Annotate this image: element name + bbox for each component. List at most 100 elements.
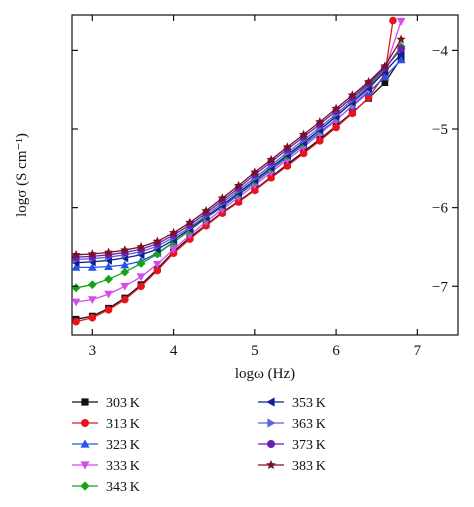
data-point <box>347 90 358 100</box>
data-point <box>380 61 390 71</box>
legend-label: 383 K <box>292 459 326 474</box>
data-point <box>87 296 97 305</box>
y-tick-label: −6 <box>432 201 448 217</box>
data-point <box>120 267 130 277</box>
x-tick-label: 7 <box>414 343 422 359</box>
series-313k <box>72 16 397 326</box>
legend-marker <box>80 481 90 491</box>
series-373k <box>72 45 405 261</box>
data-point <box>332 123 340 132</box>
series-323k <box>71 55 406 271</box>
legend-label: 323 K <box>106 438 140 453</box>
legend-item: 373 K <box>258 438 326 453</box>
legend-item: 363 K <box>258 417 326 432</box>
legend-label: 343 K <box>106 480 140 495</box>
x-tick-label: 6 <box>332 343 340 359</box>
legend-marker <box>267 418 276 428</box>
data-point <box>152 249 162 259</box>
legend-marker <box>80 439 90 448</box>
y-tick-label: −4 <box>432 43 448 59</box>
series-353k <box>71 49 405 268</box>
series-333k <box>71 17 406 307</box>
series-line <box>76 53 402 264</box>
data-point <box>87 249 97 258</box>
series-line <box>76 48 402 261</box>
series-line <box>76 39 402 256</box>
data-point <box>201 205 211 215</box>
data-point <box>71 249 81 259</box>
series-line <box>76 48 402 258</box>
legend-item: 383 K <box>258 459 326 474</box>
data-point <box>282 142 293 152</box>
legend-label: 303 K <box>106 396 140 411</box>
x-tick-label: 5 <box>251 343 259 359</box>
data-point <box>234 198 243 206</box>
data-point <box>71 283 81 293</box>
legend: 303 K 313 K 323 K 333 K 343 K 353 K 363 K 373 K… <box>72 396 326 495</box>
data-point <box>120 282 130 291</box>
y-axis-title: logσ (S cm⁻¹) <box>14 133 30 217</box>
data-point <box>396 17 406 26</box>
data-point <box>389 16 397 25</box>
legend-marker <box>81 419 89 427</box>
data-point <box>251 186 259 195</box>
legend-marker <box>80 461 90 470</box>
data-point <box>266 154 276 164</box>
data-point <box>168 227 179 237</box>
data-point <box>136 273 146 282</box>
series-383k <box>71 34 406 259</box>
data-point <box>120 245 130 255</box>
axes: 3 4 5 6 7 −7 −6 −5 −4 <box>72 15 458 359</box>
legend-label: 313 K <box>106 417 140 432</box>
data-point <box>71 262 81 271</box>
legend-item: 333 K <box>72 459 140 474</box>
data-point <box>87 262 97 271</box>
data-point <box>169 245 178 254</box>
data-point <box>348 109 357 118</box>
data-point <box>364 93 373 102</box>
data-point <box>185 231 195 240</box>
data-point <box>298 129 309 139</box>
data-point <box>152 260 162 269</box>
legend-label: 333 K <box>106 459 140 474</box>
data-point <box>87 280 97 290</box>
data-point <box>137 282 145 291</box>
data-point <box>103 247 114 257</box>
series-group <box>71 16 406 326</box>
data-point <box>71 298 81 307</box>
legend-marker <box>267 440 275 448</box>
data-point <box>315 117 325 126</box>
plot-area <box>71 14 459 336</box>
data-point <box>396 34 406 44</box>
data-point <box>250 167 260 177</box>
data-point <box>331 103 341 113</box>
legend-marker <box>81 398 89 406</box>
data-point <box>381 79 389 87</box>
y-tick-label: −5 <box>432 122 448 138</box>
x-tick-label: 4 <box>170 343 178 359</box>
data-point <box>283 162 292 170</box>
legend-item: 343 K <box>72 480 140 495</box>
legend-item: 303 K <box>72 396 140 411</box>
data-point <box>136 259 146 268</box>
data-point <box>104 262 113 270</box>
data-point <box>217 193 227 203</box>
data-point <box>396 55 406 64</box>
data-point <box>267 173 275 182</box>
legend-label: 373 K <box>292 438 326 453</box>
legend-marker <box>266 397 275 407</box>
y-tick-label: −7 <box>432 279 448 295</box>
plot-frame <box>71 14 459 336</box>
legend-marker <box>266 459 276 470</box>
data-point <box>299 149 308 158</box>
legend-label: 353 K <box>292 396 326 411</box>
data-point <box>88 313 97 322</box>
data-point <box>72 317 80 326</box>
data-point <box>120 260 130 269</box>
data-point <box>397 45 405 53</box>
data-point <box>185 217 195 227</box>
data-point <box>121 295 129 304</box>
x-tick-label: 3 <box>89 343 97 359</box>
data-point <box>136 242 146 251</box>
